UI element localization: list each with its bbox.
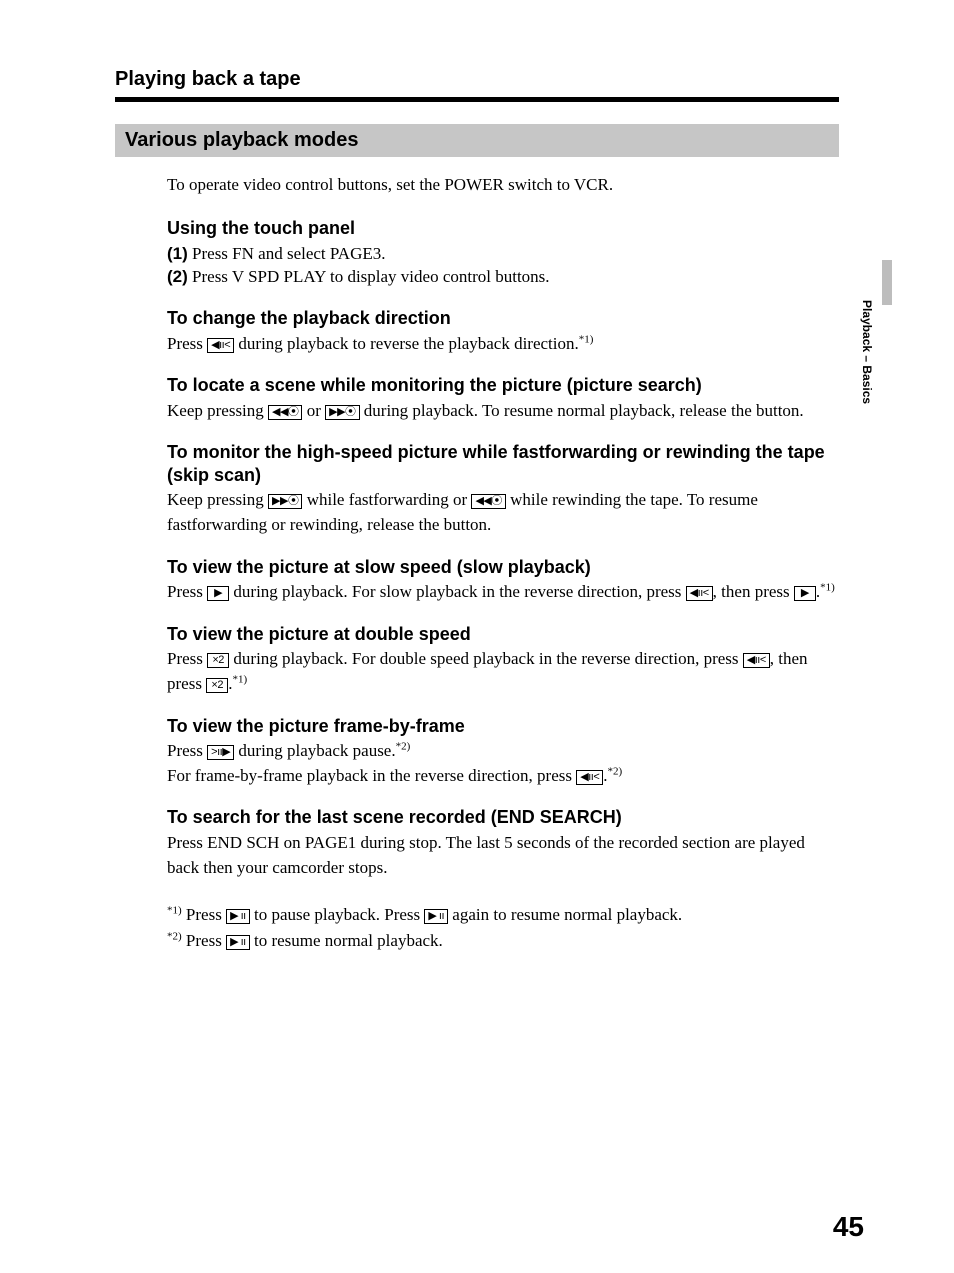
play-pause-icon: ▶ ıı [226,935,250,950]
text: Press [167,741,207,760]
heading-touch-panel: Using the touch panel [167,217,839,240]
frame-forward-icon: >ıı▶ [207,745,234,760]
para-end-search: Press END SCH on PAGE1 during stop. The … [167,831,839,880]
side-tab-bar [882,260,892,305]
text: during playback. To resume normal playba… [360,401,804,420]
text: again to resume normal playback. [448,905,682,924]
step-2-number: (2) [167,267,188,286]
step-1-text: Press FN and select PAGE3. [188,244,386,263]
footnote-ref-2: *2) [396,740,411,752]
text: Press [167,334,207,353]
reverse-frame-icon: ◀ıı< [743,653,770,668]
text: to resume normal playback. [250,931,443,950]
heading-end-search: To search for the last scene recorded (E… [167,806,839,829]
para-skip-scan: Keep pressing ▶▶⦿ while fastforwarding o… [167,488,839,537]
page-title: Playing back a tape [115,68,839,91]
heading-double: To view the picture at double speed [167,623,839,646]
footnote-2: *2) Press ▶ ıı to resume normal playback… [167,928,839,954]
slow-play-icon: ▶ [207,586,229,601]
rewind-search-icon: ◀◀⦿ [268,405,302,420]
forward-search-icon: ▶▶⦿ [325,405,359,420]
reverse-frame-icon: ◀ıı< [207,338,234,353]
text: For frame-by-frame playback in the rever… [167,766,576,785]
reverse-frame-icon: ◀ıı< [686,586,713,601]
title-rule [115,97,839,102]
step-1: (1) Press FN and select PAGE3. [167,242,839,266]
footnote-1: *1) Press ▶ ıı to pause playback. Press … [167,902,839,928]
text: Press [167,649,207,668]
text: to pause playback. Press [250,905,425,924]
step-2-text: Press V SPD PLAY to display video contro… [188,267,550,286]
text: Press [167,582,207,601]
footnote-ref-1: *1) [232,673,247,685]
text: or [302,401,325,420]
section-heading-bar: Various playback modes [115,124,839,157]
text: Keep pressing [167,490,268,509]
footnote-1-mark: *1) [167,904,182,916]
slow-play-icon: ▶ [794,586,816,601]
text: while fastforwarding or [302,490,471,509]
para-double: Press ×2 during playback. For double spe… [167,647,839,696]
footnote-ref-1: *1) [820,582,835,594]
heading-picture-search: To locate a scene while monitoring the p… [167,374,839,397]
side-tab-label: Playback – Basics [860,300,874,404]
para-slow: Press ▶ during playback. For slow playba… [167,580,839,605]
text: during playback. For slow playback in th… [229,582,686,601]
reverse-frame-icon: ◀ıı< [576,770,603,785]
x2-icon: ×2 [207,653,229,668]
step-1-number: (1) [167,244,188,263]
footnote-2-mark: *2) [167,930,182,942]
step-2: (2) Press V SPD PLAY to display video co… [167,265,839,289]
footnote-ref-2: *2) [608,765,623,777]
text: , then press [713,582,794,601]
page-number: 45 [833,1211,864,1243]
para-frame-1: Press >ıı▶ during playback pause.*2) [167,739,839,764]
text: during playback to reverse the playback … [234,334,579,353]
rewind-search-icon: ◀◀⦿ [471,494,505,509]
forward-search-icon: ▶▶⦿ [268,494,302,509]
para-frame-2: For frame-by-frame playback in the rever… [167,764,839,789]
para-direction: Press ◀ıı< during playback to reverse th… [167,332,839,357]
x2-icon: ×2 [206,678,228,693]
text: Keep pressing [167,401,268,420]
intro-text: To operate video control buttons, set th… [167,175,839,195]
play-pause-icon: ▶ ıı [424,909,448,924]
footnotes-block: *1) Press ▶ ıı to pause playback. Press … [167,902,839,953]
heading-skip-scan: To monitor the high-speed picture while … [167,441,839,486]
text: during playback. For double speed playba… [229,649,743,668]
heading-slow: To view the picture at slow speed (slow … [167,556,839,579]
side-tab: Playback – Basics [856,260,872,430]
footnote-ref-1: *1) [579,333,594,345]
para-picture-search: Keep pressing ◀◀⦿ or ▶▶⦿ during playback… [167,399,839,424]
text: Press [182,931,226,950]
heading-frame: To view the picture frame-by-frame [167,715,839,738]
heading-direction: To change the playback direction [167,307,839,330]
text: Press [182,905,226,924]
text: during playback pause. [234,741,395,760]
play-pause-icon: ▶ ıı [226,909,250,924]
content-region: To operate video control buttons, set th… [167,175,839,953]
